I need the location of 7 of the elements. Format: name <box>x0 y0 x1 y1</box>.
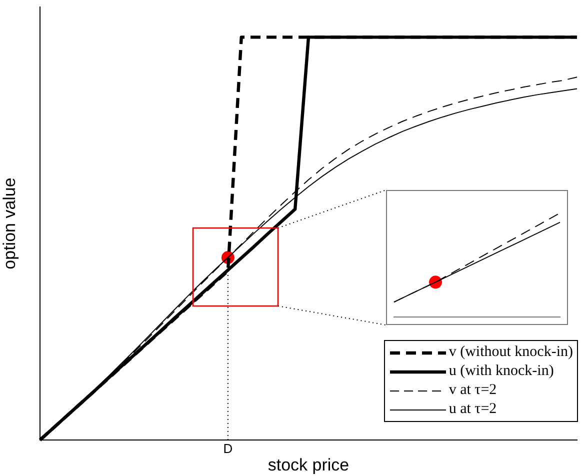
y-axis-title: option value <box>0 178 19 270</box>
legend-label: v (without knock-in) <box>448 343 573 362</box>
text: D <box>223 441 233 456</box>
x-axis-title: stock price <box>268 455 350 474</box>
legend-label: u at τ=2 <box>448 400 497 419</box>
legend-label: u (with knock-in) <box>448 362 554 381</box>
legend-label: v at τ=2 <box>448 381 497 400</box>
